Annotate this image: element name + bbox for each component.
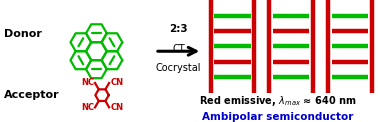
Text: 2:3: 2:3 xyxy=(169,24,188,34)
Text: NC: NC xyxy=(81,78,94,87)
Text: CT: CT xyxy=(172,44,185,54)
Text: Cocrystal: Cocrystal xyxy=(156,63,201,73)
Text: NC: NC xyxy=(81,103,94,112)
Text: CN: CN xyxy=(110,78,123,87)
Text: Red emissive, $\lambda_{max}$ ≈ 640 nm: Red emissive, $\lambda_{max}$ ≈ 640 nm xyxy=(199,94,356,108)
Text: CN: CN xyxy=(110,103,123,112)
Text: Donor: Donor xyxy=(4,29,42,39)
Text: Acceptor: Acceptor xyxy=(4,90,59,100)
Text: Ambipolar semiconductor: Ambipolar semiconductor xyxy=(202,112,353,122)
